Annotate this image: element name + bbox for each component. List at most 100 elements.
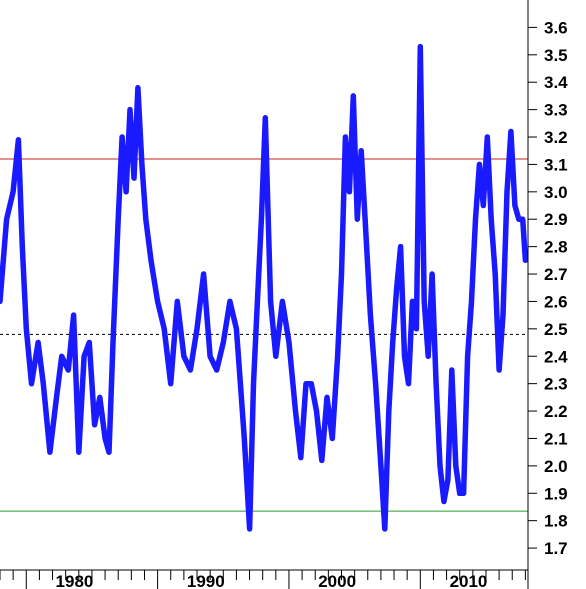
data-point	[404, 355, 405, 357]
data-point	[514, 205, 516, 206]
x-tick-label: 1990	[187, 572, 225, 589]
data-point	[216, 369, 218, 371]
x-tick-label: 2000	[318, 572, 356, 589]
data-point	[375, 383, 377, 385]
data-point	[37, 342, 39, 343]
data-point	[471, 300, 472, 302]
data-point	[88, 342, 90, 343]
data-point	[229, 300, 231, 302]
data-point	[316, 410, 317, 412]
data-point	[112, 342, 114, 343]
data-point	[490, 218, 492, 220]
data-point	[176, 300, 178, 302]
data-point	[360, 150, 362, 152]
data-point	[364, 218, 366, 220]
y-tick-label: 1.9	[544, 484, 568, 503]
data-point	[439, 465, 441, 467]
data-point	[369, 314, 371, 316]
data-point	[49, 451, 51, 453]
data-point	[17, 139, 19, 141]
data-point	[522, 218, 524, 220]
y-tick-label: 2.7	[544, 265, 568, 284]
data-point	[239, 383, 241, 385]
data-point	[518, 218, 520, 220]
y-tick-label: 2.8	[544, 238, 568, 257]
data-point	[99, 396, 101, 398]
x-tick-label: 1980	[56, 572, 94, 589]
y-tick-label: 2.0	[544, 457, 568, 476]
data-point	[337, 355, 339, 357]
data-point	[478, 163, 480, 165]
y-tick-label: 2.5	[544, 320, 568, 339]
data-point	[21, 246, 23, 248]
data-point	[305, 383, 307, 385]
data-point	[249, 528, 251, 530]
data-point	[326, 396, 328, 398]
data-point	[423, 300, 425, 302]
data-point	[196, 328, 198, 330]
data-point	[419, 46, 421, 48]
data-point	[443, 501, 445, 502]
data-point	[6, 218, 8, 220]
data-point	[281, 300, 283, 302]
y-tick-label: 3.5	[544, 46, 568, 65]
data-point	[415, 328, 417, 330]
data-point	[455, 465, 457, 467]
data-point	[270, 300, 272, 302]
y-tick-label: 2.9	[544, 210, 568, 229]
data-point	[341, 273, 342, 275]
data-point	[163, 328, 165, 330]
series-layer	[0, 43, 529, 532]
y-tick-label: 2.1	[544, 429, 568, 448]
data-point	[435, 383, 437, 385]
data-point	[524, 259, 526, 261]
data-point	[408, 383, 409, 385]
data-point	[0, 300, 1, 302]
data-point	[183, 355, 185, 357]
data-point	[451, 369, 453, 371]
data-point	[388, 410, 390, 412]
data-point	[380, 465, 382, 467]
y-tick-label: 3.2	[544, 128, 568, 147]
data-point	[141, 163, 143, 165]
data-point	[431, 273, 433, 275]
data-point	[125, 191, 127, 193]
data-point	[396, 287, 398, 289]
data-point	[510, 131, 512, 132]
data-point	[356, 218, 358, 220]
y-tick-label: 1.7	[544, 539, 568, 558]
y-tick-label: 3.6	[544, 18, 568, 37]
data-point	[42, 383, 44, 385]
data-point	[83, 355, 85, 357]
data-point	[447, 479, 449, 481]
data-point	[384, 528, 386, 530]
data-point	[108, 451, 110, 453]
data-point	[94, 424, 96, 426]
data-point	[189, 369, 191, 371]
data-point	[506, 191, 508, 193]
y-tick-label: 3.4	[544, 73, 568, 92]
data-point	[482, 205, 484, 206]
y-tick-label: 2.4	[544, 347, 568, 366]
data-point	[209, 355, 211, 357]
y-tick-label: 2.2	[544, 402, 568, 421]
data-point	[256, 300, 258, 302]
data-point	[486, 136, 488, 138]
y-tick-label: 2.3	[544, 375, 568, 394]
data-point	[56, 396, 57, 398]
y-tick-label: 1.8	[544, 512, 568, 531]
data-point	[475, 218, 476, 220]
data-point	[61, 355, 63, 357]
x-axis: 1980 1990 2000 2010	[0, 569, 528, 589]
y-tick-label: 2.6	[544, 292, 568, 311]
data-point	[73, 314, 75, 316]
y-tick-label: 3.0	[544, 183, 568, 202]
data-point	[145, 218, 147, 220]
y-tick-label: 3.3	[544, 101, 568, 120]
data-point	[310, 383, 312, 385]
data-point	[31, 383, 32, 385]
data-point	[78, 451, 80, 453]
data-point	[427, 355, 429, 357]
data-point	[400, 246, 402, 248]
